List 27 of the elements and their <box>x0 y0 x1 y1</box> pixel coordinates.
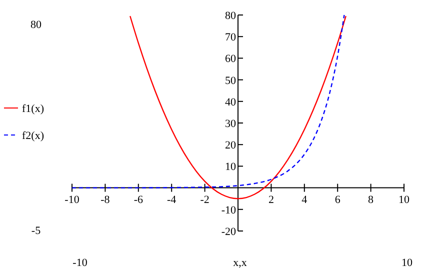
x-tick-label: 10 <box>398 194 410 206</box>
text: 10 <box>402 257 413 268</box>
y-tick-label: 30 <box>225 118 236 130</box>
y-tick-label: 50 <box>225 74 236 87</box>
x-tick-label: -4 <box>167 194 177 206</box>
x-tick-label: 6 <box>334 194 341 206</box>
x-tick-label: -2 <box>200 194 210 206</box>
x-tick-label: -8 <box>100 194 110 206</box>
x-tick-label: 2 <box>268 194 274 206</box>
text: -10 <box>72 257 88 268</box>
y-tick-label: 60 <box>225 53 236 66</box>
y-tick-label: -20 <box>221 226 236 238</box>
y-tick-label: -10 <box>221 204 236 216</box>
legend-label: f2(x) <box>22 130 44 142</box>
x-tick-label: -6 <box>134 194 144 206</box>
text: -5 <box>31 225 42 237</box>
x-axis-title: x,x <box>233 257 248 268</box>
y-tick-label: 20 <box>225 140 236 152</box>
text: 80 <box>30 19 42 31</box>
y-tick-label: 70 <box>225 32 236 44</box>
x-tick-label: -10 <box>64 194 80 206</box>
x-tick-label: 4 <box>302 194 308 206</box>
x-tick-label: 8 <box>368 194 374 206</box>
y-tick-label: 10 <box>225 161 236 174</box>
y-tick-label: 40 <box>225 96 236 108</box>
legend-label: f1(x) <box>22 103 44 115</box>
y-tick-label: 80 <box>225 10 236 22</box>
